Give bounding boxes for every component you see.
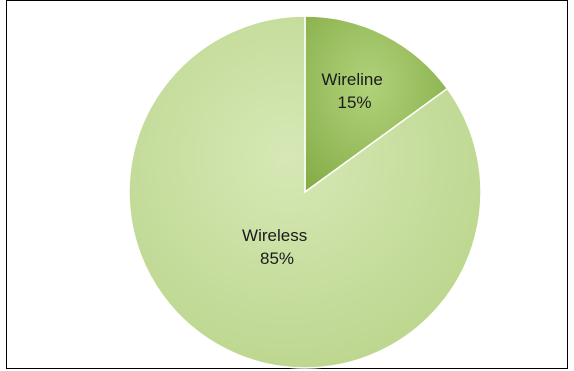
pie-slice-wireless [128,15,482,369]
slice-label-wireless: Wireless 85% [242,226,312,268]
slice-label-wireline: Wireline 15% [321,70,387,112]
slice-label-wireless-value: 85% [260,249,294,268]
pie-slice-wireline [304,15,449,194]
slice-label-wireline-name: Wireline [321,70,382,89]
slice-label-wireless-name: Wireless [242,226,307,245]
slice-label-wireline-value: 15% [337,93,371,112]
